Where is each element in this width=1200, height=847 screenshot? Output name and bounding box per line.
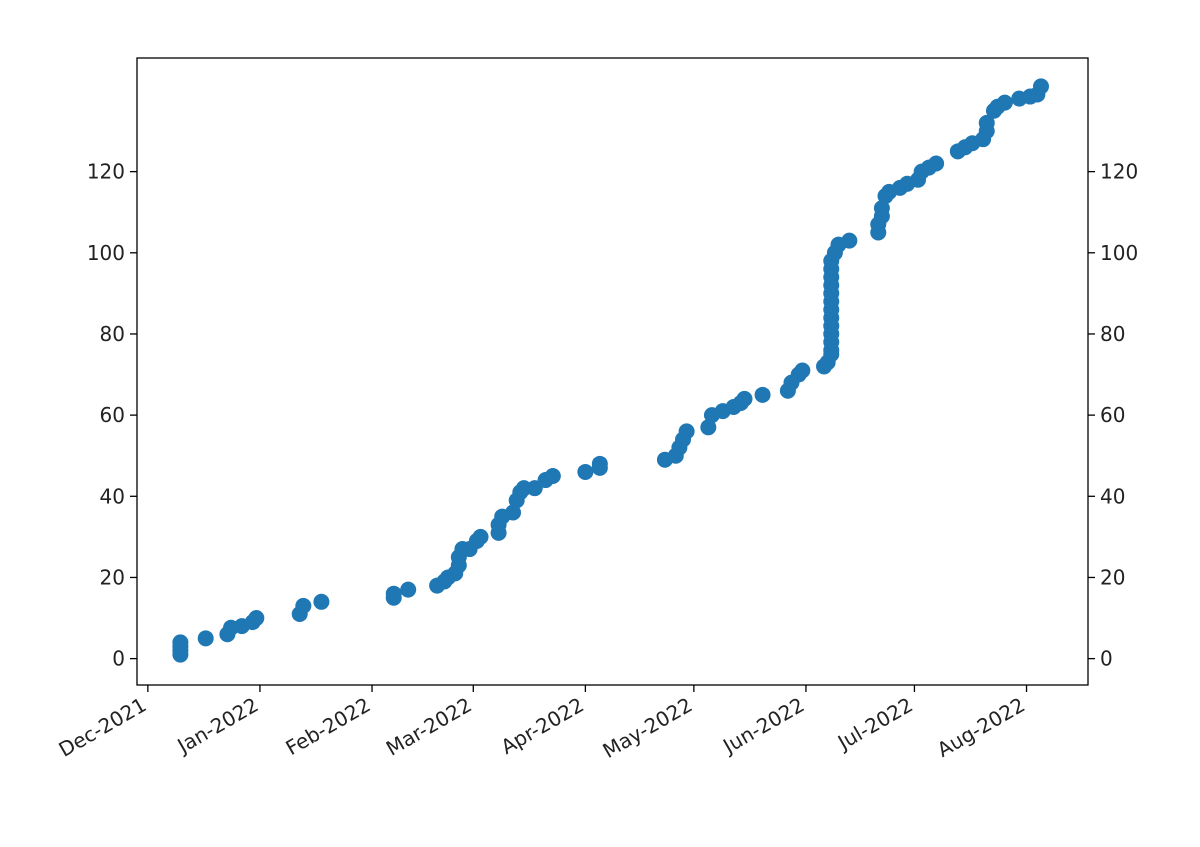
y2-tick-label: 120 — [1100, 160, 1138, 184]
point — [313, 593, 330, 610]
x-tick-label: Jan-2022 — [172, 693, 263, 759]
point — [172, 634, 189, 651]
point — [295, 597, 312, 614]
y2-tick-label: 40 — [1100, 484, 1125, 508]
x-tick-label: Feb-2022 — [282, 693, 375, 761]
y-tick-label: 120 — [87, 160, 125, 184]
point — [873, 200, 890, 217]
point — [385, 585, 402, 602]
point — [591, 455, 608, 472]
point — [505, 504, 522, 521]
point — [197, 630, 214, 647]
point — [678, 423, 695, 440]
x-tick-label: Mar-2022 — [382, 693, 476, 761]
y-tick-label: 60 — [100, 403, 125, 427]
point — [700, 419, 717, 436]
point — [577, 463, 594, 480]
y-tick-label: 40 — [100, 484, 125, 508]
point — [978, 114, 995, 131]
point — [248, 610, 265, 627]
y2-tick-label: 80 — [1100, 322, 1125, 346]
point — [794, 362, 811, 379]
x-tick-label: Jul-2022 — [832, 693, 917, 756]
point — [544, 468, 561, 484]
point — [996, 94, 1013, 111]
y-tick-label: 100 — [87, 241, 125, 265]
x-tick-label: May-2022 — [599, 693, 697, 763]
y2-tick-label: 20 — [1100, 565, 1125, 589]
y2-tick-label: 100 — [1100, 241, 1138, 265]
x-tick-label: Apr-2022 — [497, 693, 588, 760]
x-tick-label: Jun-2022 — [717, 693, 808, 759]
y-tick-label: 20 — [100, 565, 125, 589]
y-tick-label: 0 — [112, 647, 125, 671]
plot-frame — [136, 57, 1089, 686]
point — [928, 155, 945, 172]
y-tick-label: 80 — [100, 322, 125, 346]
point — [736, 390, 753, 407]
point — [754, 386, 771, 403]
x-tick-label: Aug-2022 — [933, 693, 1029, 762]
point — [400, 581, 417, 598]
point — [472, 528, 489, 545]
point — [1032, 78, 1049, 95]
y2-tick-label: 0 — [1100, 647, 1113, 671]
point — [841, 232, 858, 249]
y2-tick-label: 60 — [1100, 403, 1125, 427]
x-tick-label: Dec-2021 — [54, 693, 150, 762]
